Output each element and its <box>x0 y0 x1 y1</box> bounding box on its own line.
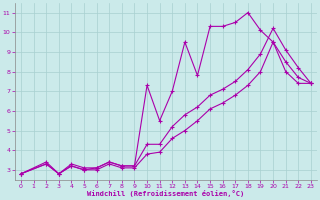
X-axis label: Windchill (Refroidissement éolien,°C): Windchill (Refroidissement éolien,°C) <box>87 190 244 197</box>
